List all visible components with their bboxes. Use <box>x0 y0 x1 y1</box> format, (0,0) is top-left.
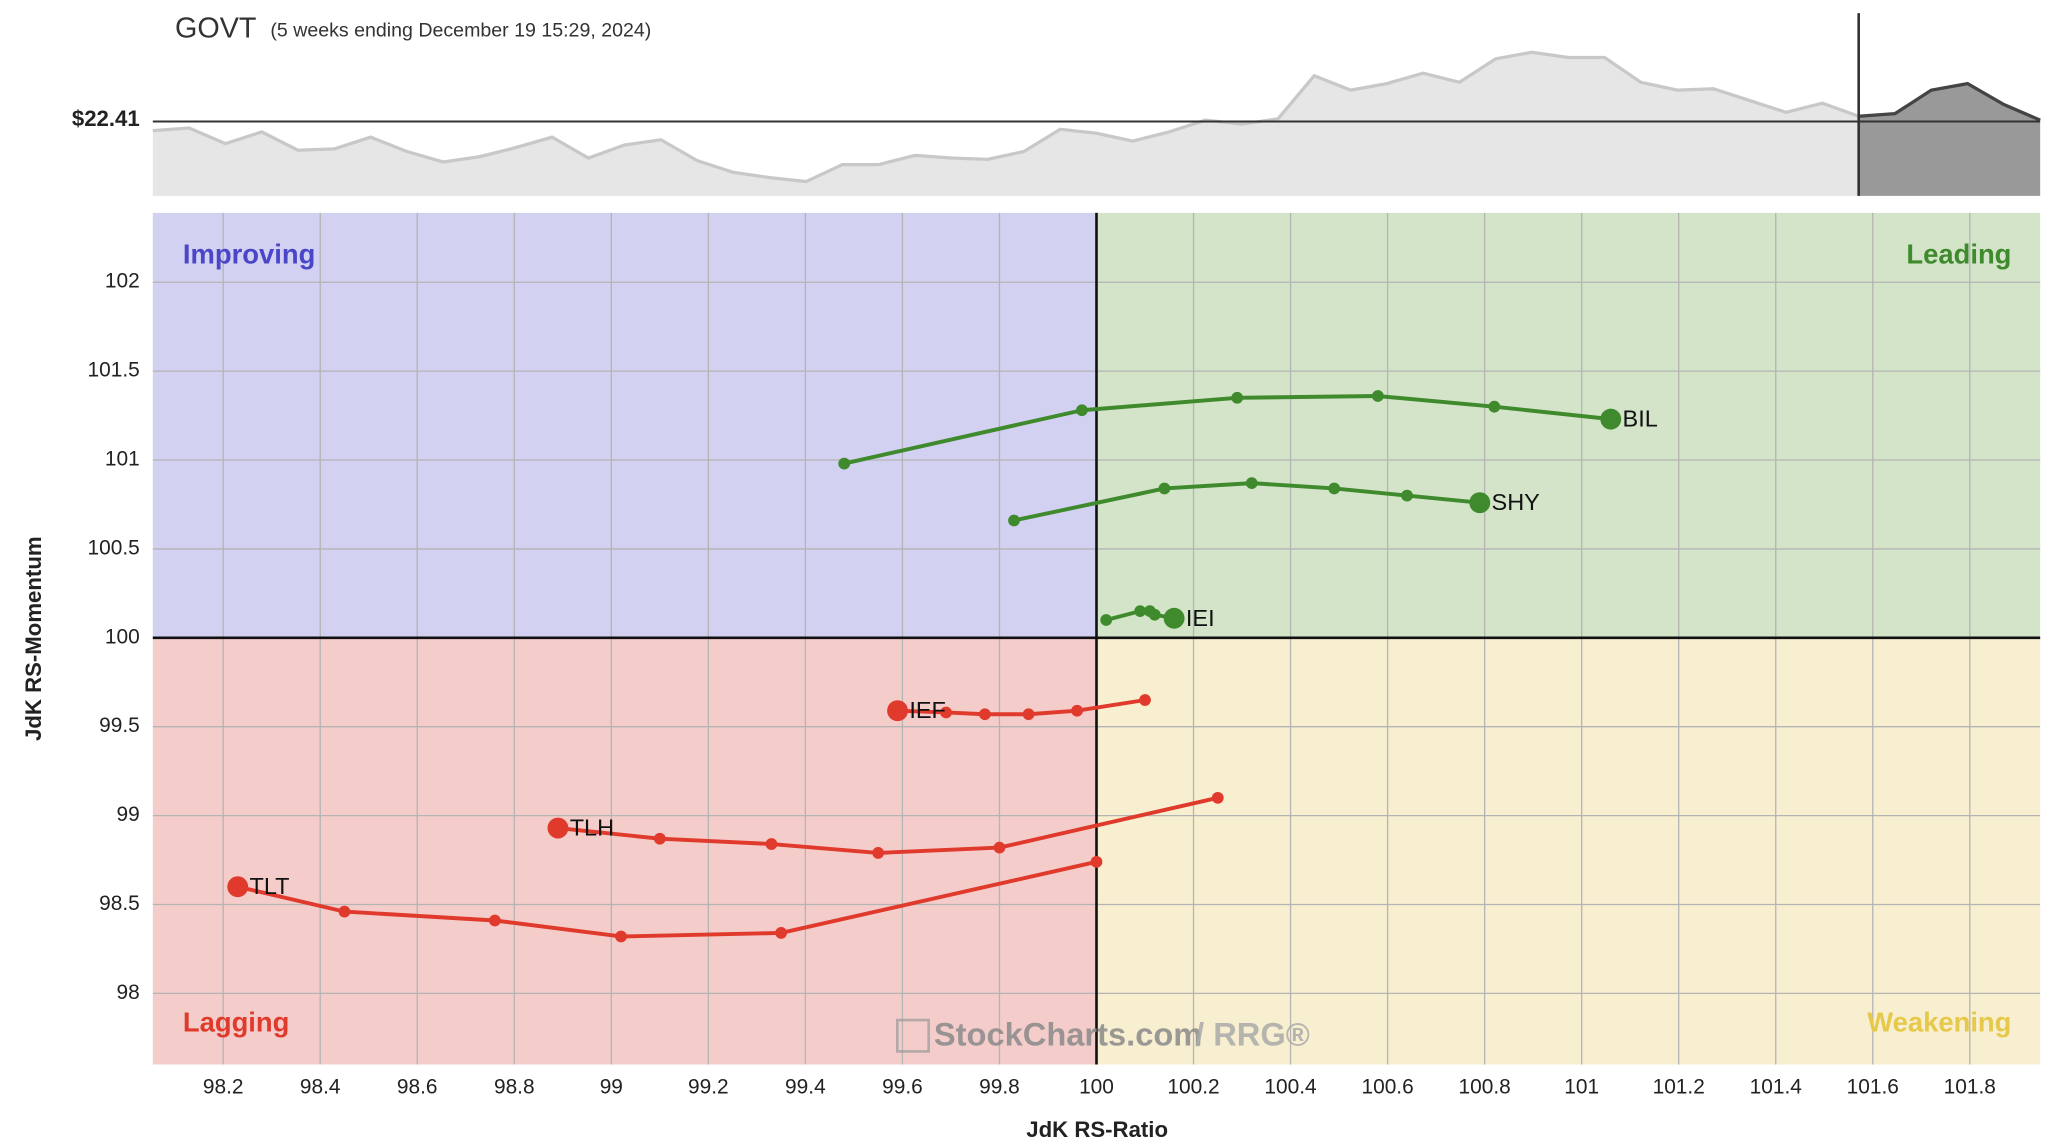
watermark-suffix: / RRG® <box>1195 1016 1310 1053</box>
trail-point <box>1148 608 1161 621</box>
trail-point <box>1158 482 1171 495</box>
trail-point <box>1211 791 1224 804</box>
x-tick-label: 98.4 <box>300 1076 341 1099</box>
series-label: SHY <box>1492 489 1541 515</box>
quadrant <box>1096 637 2041 1065</box>
trail-point <box>940 706 952 719</box>
trail-point <box>1076 404 1088 417</box>
x-tick-label: 100.8 <box>1459 1076 1511 1099</box>
y-tick-label: 102 <box>105 270 140 293</box>
trail-point <box>1139 694 1151 706</box>
trail-point <box>615 930 627 943</box>
series-label: TLH <box>570 815 614 841</box>
x-tick-label: 99.2 <box>688 1076 729 1099</box>
trail-point <box>1100 614 1113 626</box>
series-label: BIL <box>1623 406 1658 432</box>
head-point <box>547 817 569 839</box>
trail-point <box>838 457 851 470</box>
series-label: IEF <box>909 697 946 723</box>
trail-point <box>1231 391 1244 404</box>
price-line <box>1858 81 2041 122</box>
watermark: StockCharts.com <box>934 1016 1202 1053</box>
y-tick-label: 98.5 <box>99 892 140 915</box>
x-tick-label: 100.2 <box>1167 1076 1219 1099</box>
head-point <box>227 876 249 898</box>
x-tick-label: 100.4 <box>1264 1076 1316 1099</box>
trail-point <box>993 841 1006 854</box>
x-tick-label: 98.8 <box>494 1076 535 1099</box>
x-tick-label: 98.6 <box>397 1076 438 1099</box>
trail-point <box>1488 400 1501 413</box>
price-line <box>152 50 1860 184</box>
head-point <box>1163 607 1185 629</box>
trail <box>843 394 1611 466</box>
trail-point <box>1134 605 1147 618</box>
trail-point <box>653 832 666 845</box>
trail-point <box>488 914 501 927</box>
head-point <box>1600 408 1622 430</box>
head-point <box>887 700 909 722</box>
trail-point <box>1008 514 1020 527</box>
series-label: TLT <box>249 873 289 899</box>
trail <box>557 795 1219 855</box>
x-tick-label: 99.4 <box>785 1076 826 1099</box>
trail-point <box>1372 390 1384 402</box>
quadrant-label: Leading <box>1906 238 2011 269</box>
x-tick-label: 99.8 <box>979 1076 1020 1099</box>
y-tick-label: 100.5 <box>88 536 140 559</box>
trail-point <box>765 838 778 850</box>
trail-point <box>338 905 351 918</box>
trail-point <box>1401 489 1413 502</box>
x-tick-label: 101.2 <box>1653 1076 1705 1099</box>
quadrant-label: Weakening <box>1867 1006 2011 1037</box>
head-point <box>1469 492 1491 514</box>
x-axis-label: JdK RS-Ratio <box>1026 1117 1168 1142</box>
y-axis-label: JdK RS-Momentum <box>21 536 46 741</box>
watermark-icon <box>895 1018 930 1053</box>
y-tick-label: 99.5 <box>99 714 140 737</box>
x-tick-label: 101.8 <box>1944 1076 1996 1099</box>
quadrant <box>152 212 1097 638</box>
trail-point <box>979 708 991 721</box>
y-tick-label: 101 <box>105 448 140 471</box>
trail <box>1013 481 1480 523</box>
chart-subtitle: (5 weeks ending December 19 15:29, 2024) <box>270 20 651 42</box>
y-tick-label: 101.5 <box>88 359 140 382</box>
trail-point <box>872 847 885 859</box>
x-tick-label: 98.2 <box>203 1076 244 1099</box>
x-tick-label: 100.6 <box>1361 1076 1413 1099</box>
trail-point <box>1328 482 1341 495</box>
trail <box>237 859 1097 939</box>
quadrant-label: Improving <box>183 238 315 269</box>
price-area <box>152 52 1859 196</box>
x-tick-label: 99 <box>600 1076 623 1099</box>
x-tick-label: 100 <box>1079 1076 1114 1099</box>
quadrant <box>1096 212 2041 638</box>
chart-title: GOVT <box>175 13 256 45</box>
trail <box>897 698 1146 717</box>
trail-point <box>775 927 788 939</box>
quadrant-label: Lagging <box>183 1006 290 1037</box>
x-tick-label: 101.4 <box>1750 1076 1802 1099</box>
x-tick-label: 99.6 <box>882 1076 923 1099</box>
trail-point <box>1071 704 1083 717</box>
trail-point <box>1245 477 1258 490</box>
reference-label: $22.41 <box>72 106 140 131</box>
trail-point <box>1090 855 1103 868</box>
price-area <box>1858 83 2041 196</box>
y-tick-label: 99 <box>117 803 140 826</box>
y-tick-label: 98 <box>117 981 140 1004</box>
series-label: IEI <box>1186 605 1215 631</box>
x-tick-label: 101.6 <box>1847 1076 1899 1099</box>
x-tick-label: 101 <box>1564 1076 1599 1099</box>
y-tick-label: 100 <box>105 625 140 648</box>
trail-point <box>1022 708 1035 721</box>
